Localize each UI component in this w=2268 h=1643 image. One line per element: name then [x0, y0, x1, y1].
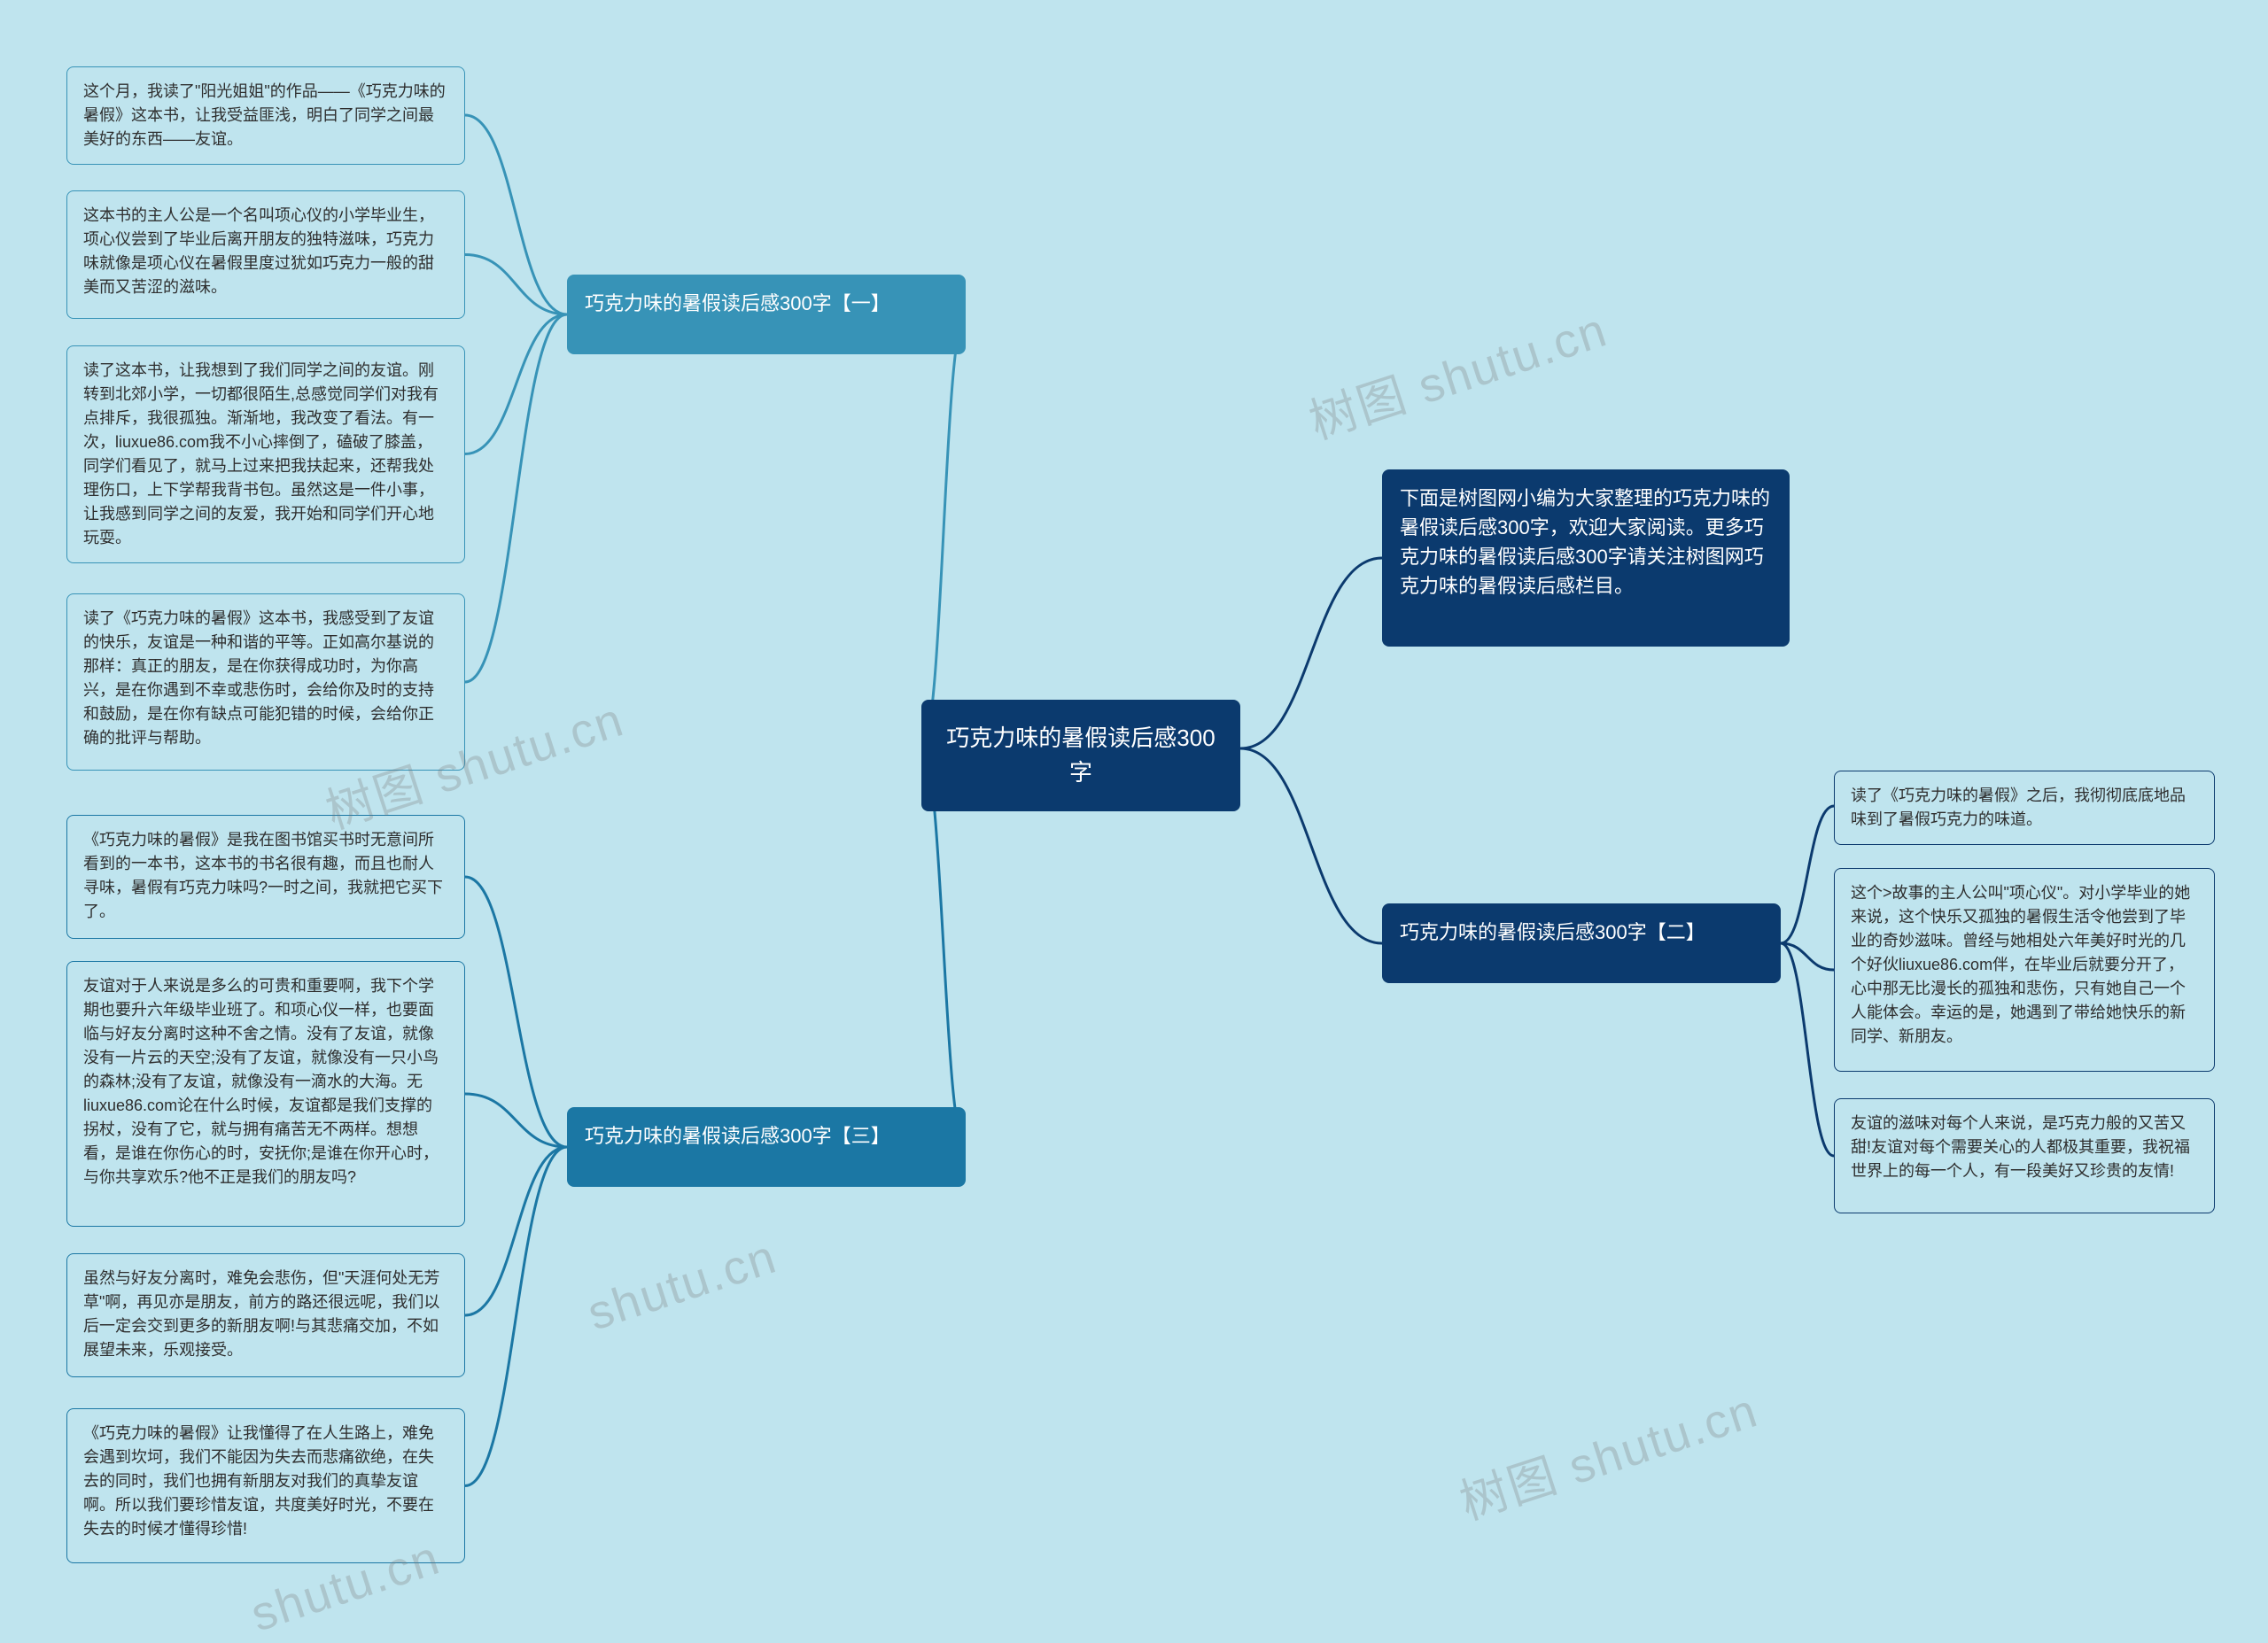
leaf-node: 这本书的主人公是一个名叫项心仪的小学毕业生，项心仪尝到了毕业后离开朋友的独特滋味…	[66, 190, 465, 319]
leaf-node: 友谊的滋味对每个人来说，是巧克力般的又苦又甜!友谊对每个需要关心的人都极其重要，…	[1834, 1098, 2215, 1213]
branch-node-one: 巧克力味的暑假读后感300字【一】	[567, 275, 966, 354]
watermark: shutu.cn	[581, 1229, 784, 1342]
leaf-node: 这个月，我读了"阳光姐姐"的作品——《巧克力味的暑假》这本书，让我受益匪浅，明白…	[66, 66, 465, 165]
watermark: 树图 shutu.cn	[1299, 291, 1614, 453]
branch-node-three: 巧克力味的暑假读后感300字【三】	[567, 1107, 966, 1187]
watermark: 树图 shutu.cn	[1449, 1371, 1765, 1533]
leaf-node: 《巧克力味的暑假》是我在图书馆买书时无意间所看到的一本书，这本书的书名很有趣，而…	[66, 815, 465, 939]
branch-node-intro: 下面是树图网小编为大家整理的巧克力味的暑假读后感300字，欢迎大家阅读。更多巧克…	[1382, 469, 1790, 647]
center-node: 巧克力味的暑假读后感300字	[921, 700, 1240, 811]
leaf-node: 读了《巧克力味的暑假》这本书，我感受到了友谊的快乐，友谊是一种和谐的平等。正如高…	[66, 593, 465, 771]
leaf-node: 读了《巧克力味的暑假》之后，我彻彻底底地品味到了暑假巧克力的味道。	[1834, 771, 2215, 845]
leaf-node: 虽然与好友分离时，难免会悲伤，但"天涯何处无芳草"啊，再见亦是朋友，前方的路还很…	[66, 1253, 465, 1377]
branch-node-two: 巧克力味的暑假读后感300字【二】	[1382, 903, 1781, 983]
leaf-node: 读了这本书，让我想到了我们同学之间的友谊。刚转到北郊小学，一切都很陌生,总感觉同…	[66, 345, 465, 563]
leaf-node: 《巧克力味的暑假》让我懂得了在人生路上，难免会遇到坎坷，我们不能因为失去而悲痛欲…	[66, 1408, 465, 1563]
leaf-node: 友谊对于人来说是多么的可贵和重要啊，我下个学期也要升六年级毕业班了。和项心仪一样…	[66, 961, 465, 1227]
leaf-node: 这个>故事的主人公叫"项心仪"。对小学毕业的她来说，这个快乐又孤独的暑假生活令他…	[1834, 868, 2215, 1072]
